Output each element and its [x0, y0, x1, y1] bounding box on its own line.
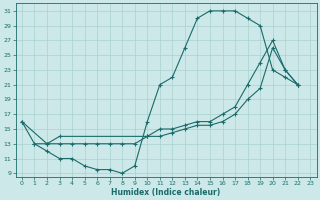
X-axis label: Humidex (Indice chaleur): Humidex (Indice chaleur) [111, 188, 221, 197]
